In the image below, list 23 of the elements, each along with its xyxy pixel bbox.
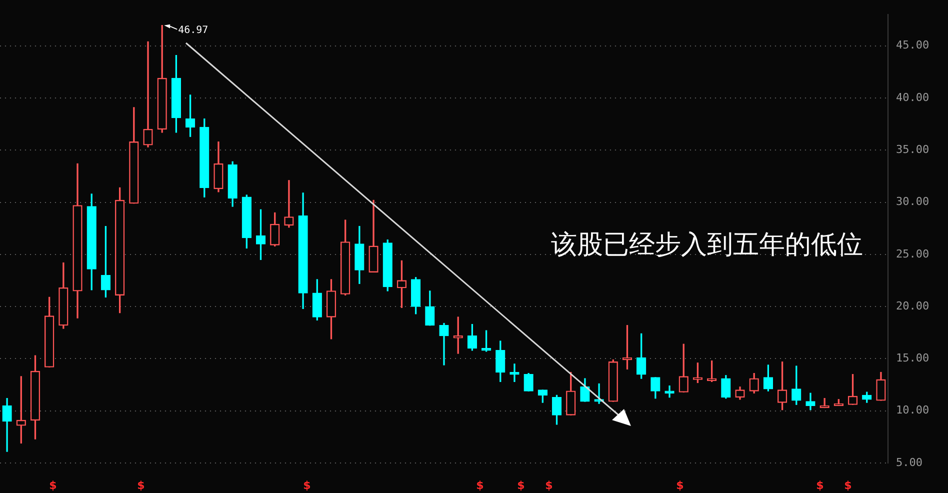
text: $ xyxy=(303,478,311,492)
text: $ xyxy=(816,478,824,492)
y-tick-label: 5.00 xyxy=(896,456,922,469)
y-tick-label: 45.00 xyxy=(896,38,930,52)
candlestick xyxy=(284,180,294,228)
text: $ xyxy=(545,478,553,492)
y-tick-label: 15.00 xyxy=(896,352,930,365)
text: $ xyxy=(476,478,484,492)
text: $ xyxy=(137,478,145,492)
text: $ xyxy=(676,478,684,492)
y-tick-label: 40.00 xyxy=(896,90,930,104)
text: $ xyxy=(844,478,852,492)
candlestick xyxy=(439,322,449,366)
y-tick-label: 35.00 xyxy=(896,143,930,156)
annotation: 该股已经步入到五年的低位 xyxy=(551,230,863,260)
y-tick-label: 30.00 xyxy=(896,195,930,208)
y-tick-label: 25.00 xyxy=(896,247,930,260)
candlestick xyxy=(143,41,153,148)
y-tick-label: 20.00 xyxy=(896,299,930,312)
annotation: 46.97 xyxy=(178,24,208,36)
y-tick-label: 10.00 xyxy=(896,404,930,417)
text: $ xyxy=(517,478,525,492)
text: $ xyxy=(49,478,57,492)
